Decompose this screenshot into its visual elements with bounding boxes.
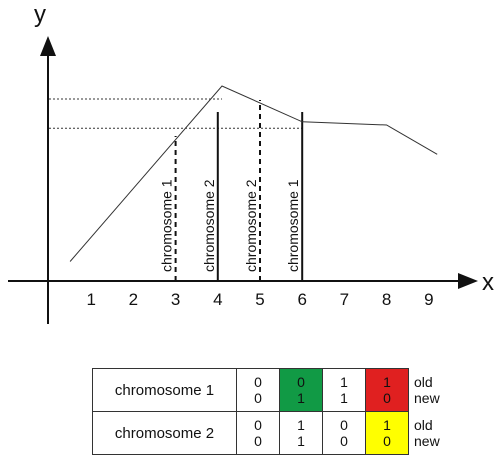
x-tick-label: 9 (424, 290, 433, 309)
y-axis-name: y (34, 1, 46, 28)
reference-lines (49, 98, 303, 129)
old-bit: 0 (297, 374, 305, 390)
x-tick-label: 5 (255, 290, 264, 309)
chromosome-name: chromosome 2 (92, 411, 237, 455)
old-tag: old (414, 374, 433, 390)
new-bit: 0 (254, 390, 262, 406)
marker-label: chromosome 2 (201, 179, 217, 272)
old-bit: 1 (340, 374, 348, 390)
old-new-tags: old new (409, 412, 441, 455)
x-tick-label: 3 (171, 290, 180, 309)
old-bit: 1 (297, 417, 305, 433)
old-bit: 0 (254, 374, 262, 390)
x-tick-label: 8 (382, 290, 391, 309)
x-tick-label: 6 (297, 290, 306, 309)
new-bit: 0 (340, 433, 348, 449)
x-tick-label: 2 (129, 290, 138, 309)
new-bit: 0 (383, 390, 391, 406)
old-bit: 1 (383, 417, 391, 433)
old-new-tags: old new (409, 369, 441, 412)
fitness-line (69, 85, 438, 262)
x-tick-label: 1 (86, 290, 95, 309)
old-bit: 1 (383, 374, 391, 390)
old-tag: old (414, 417, 433, 433)
marker-label: chromosome 1 (159, 179, 175, 272)
new-tag: new (414, 390, 440, 406)
old-bit: 0 (340, 417, 348, 433)
new-bit: 1 (297, 390, 305, 406)
table-row: chromosome 1 0 0 0 1 1 1 1 0 old new (92, 368, 441, 412)
x-axis-arrowhead (458, 273, 478, 289)
x-tick-label: 7 (340, 290, 349, 309)
chromosome-markers: chromosome 1 chromosome 2 chromosome 2 chro… (159, 100, 304, 281)
diagram: x y chromosome 1 chromosome 2 chromosome 2… (8, 1, 494, 324)
new-bit: 0 (383, 433, 391, 449)
new-bit: 1 (297, 433, 305, 449)
new-bit: 0 (254, 433, 262, 449)
marker-label: chromosome 2 (243, 179, 259, 272)
new-bit: 1 (340, 390, 348, 406)
x-tick-labels: 1 2 3 4 5 6 7 8 9 (86, 290, 433, 309)
marker-label: chromosome 1 (285, 179, 301, 272)
new-tag: new (414, 433, 440, 449)
x-axis-name: x (482, 269, 494, 296)
table-row: chromosome 2 0 0 1 1 0 0 1 0 old new (92, 411, 441, 455)
old-bit: 0 (254, 417, 262, 433)
y-axis-arrowhead (40, 36, 56, 56)
x-tick-label: 4 (213, 290, 222, 309)
chromosome-name: chromosome 1 (92, 368, 237, 412)
